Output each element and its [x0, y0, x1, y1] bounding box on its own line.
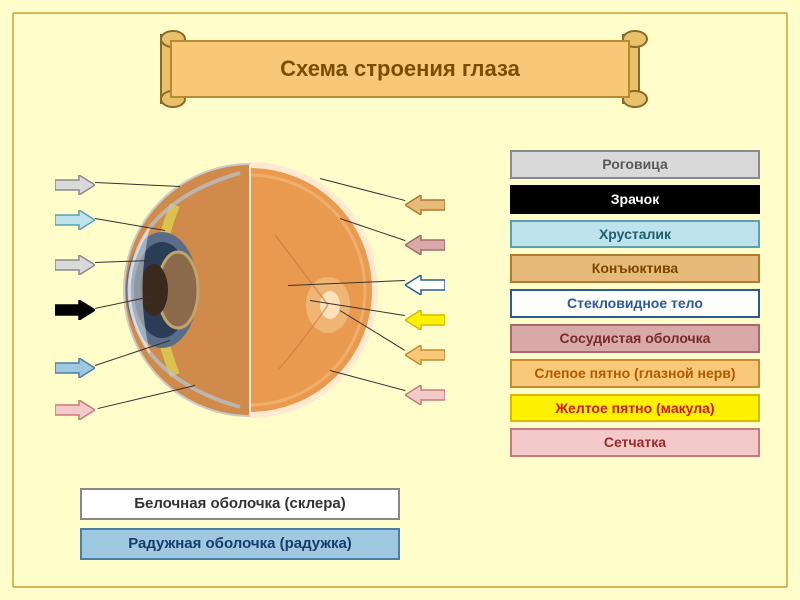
right-arrow-icon — [55, 358, 95, 378]
legend-item-8: Сетчатка — [510, 428, 760, 457]
legend-column: Роговица Зрачок Хрусталик Конъюктива Стеклов… — [510, 150, 760, 457]
right-arrow-icon — [55, 400, 95, 420]
eye-diagram — [80, 145, 400, 435]
bottom-label-0: Белочная оболочка (склера) — [80, 488, 400, 520]
legend-item-5: Сосудистая оболочка — [510, 324, 760, 353]
legend-item-2: Хрусталик — [510, 220, 760, 249]
right-arrow-icon — [55, 300, 95, 320]
legend-item-3: Конъюктива — [510, 254, 760, 283]
bottom-labels: Белочная оболочка (склера) Радужная оболо… — [80, 488, 400, 560]
left-arrow-icon — [405, 275, 445, 295]
diagram-title: Схема строения глаза — [170, 40, 630, 98]
right-arrow-icon — [55, 175, 95, 195]
right-arrow-icon — [55, 255, 95, 275]
legend-item-4: Стекловидное тело — [510, 289, 760, 318]
left-arrow-icon — [405, 310, 445, 330]
legend-item-0: Роговица — [510, 150, 760, 179]
legend-item-7: Желтое пятно (макула) — [510, 394, 760, 423]
left-arrow-icon — [405, 235, 445, 255]
title-text: Схема строения глаза — [280, 56, 520, 82]
left-arrow-icon — [405, 195, 445, 215]
left-arrow-icon — [405, 345, 445, 365]
left-arrow-icon — [405, 385, 445, 405]
bottom-label-1: Радужная оболочка (радужка) — [80, 528, 400, 560]
legend-item-6: Слепое пятно (глазной нерв) — [510, 359, 760, 388]
legend-item-1: Зрачок — [510, 185, 760, 214]
right-arrow-icon — [55, 210, 95, 230]
